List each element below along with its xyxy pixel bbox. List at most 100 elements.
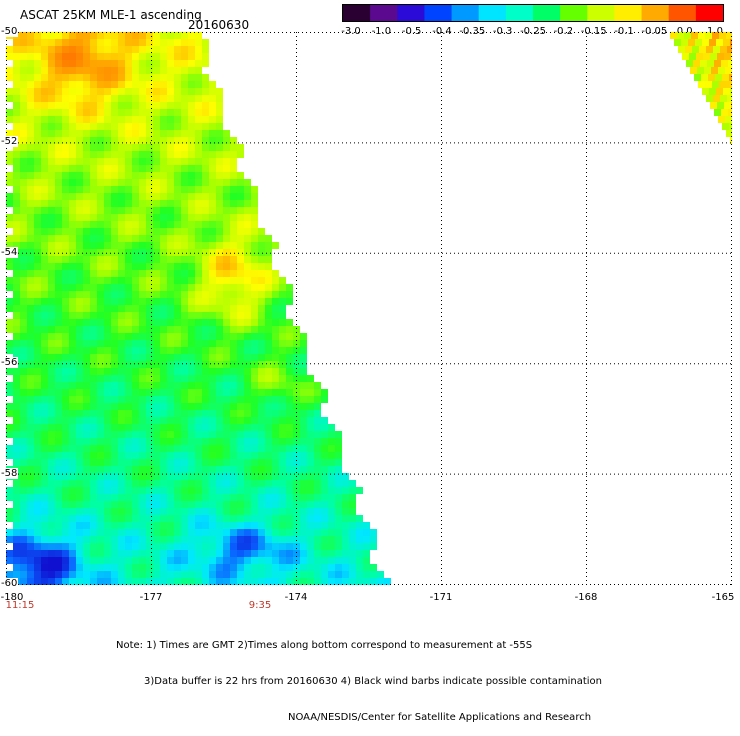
data-cell — [223, 214, 230, 221]
data-cell — [6, 347, 13, 354]
data-cell — [97, 543, 104, 550]
data-cell — [132, 193, 139, 200]
data-cell — [202, 39, 209, 46]
data-cell — [223, 389, 230, 396]
data-cell — [160, 354, 167, 361]
data-cell — [272, 291, 279, 298]
data-cell — [202, 396, 209, 403]
data-cell — [216, 494, 223, 501]
data-cell — [202, 151, 209, 158]
data-cell — [188, 494, 195, 501]
data-cell — [251, 536, 258, 543]
data-cell — [202, 354, 209, 361]
data-cell — [244, 536, 251, 543]
data-cell — [111, 550, 118, 557]
data-cell — [181, 347, 188, 354]
data-cell — [286, 368, 293, 375]
data-cell — [153, 326, 160, 333]
data-cell — [27, 179, 34, 186]
data-cell — [27, 270, 34, 277]
data-cell — [328, 459, 335, 466]
data-cell — [321, 459, 328, 466]
data-cell — [27, 60, 34, 67]
data-cell — [118, 501, 125, 508]
data-cell — [167, 382, 174, 389]
data-cell — [69, 32, 76, 39]
data-cell — [97, 312, 104, 319]
data-cell — [13, 571, 20, 578]
data-cell — [76, 368, 83, 375]
data-cell — [104, 515, 111, 522]
data-cell — [244, 473, 251, 480]
data-cell — [714, 60, 721, 67]
data-cell — [258, 410, 265, 417]
data-cell — [90, 123, 97, 130]
data-cell — [146, 312, 153, 319]
data-cell — [62, 529, 69, 536]
data-cell — [125, 200, 132, 207]
data-cell — [104, 466, 111, 473]
data-cell — [104, 277, 111, 284]
data-cell — [139, 452, 146, 459]
data-cell — [718, 116, 725, 123]
data-cell — [216, 256, 223, 263]
data-cell — [48, 186, 55, 193]
data-cell — [34, 368, 41, 375]
data-cell — [104, 221, 111, 228]
data-cell — [174, 396, 181, 403]
data-cell — [690, 67, 697, 74]
data-cell — [41, 354, 48, 361]
data-cell — [69, 144, 76, 151]
data-cell — [167, 354, 174, 361]
data-cell — [160, 417, 167, 424]
data-cell — [97, 466, 104, 473]
data-cell — [195, 396, 202, 403]
data-cell — [34, 32, 41, 39]
data-cell — [118, 326, 125, 333]
data-cell — [307, 571, 314, 578]
latitude-label: -50 — [0, 26, 19, 37]
data-cell — [195, 179, 202, 186]
data-cell — [195, 340, 202, 347]
data-cell — [279, 347, 286, 354]
data-cell — [48, 375, 55, 382]
data-cell — [55, 270, 62, 277]
data-cell — [272, 431, 279, 438]
data-cell — [251, 284, 258, 291]
data-cell — [104, 487, 111, 494]
data-cell — [41, 480, 48, 487]
data-cell — [188, 221, 195, 228]
data-cell — [279, 508, 286, 515]
footnote-line-2: 3)Data buffer is 22 hrs from 20160630 4)… — [144, 676, 602, 687]
data-cell — [111, 263, 118, 270]
data-cell — [223, 361, 230, 368]
data-cell — [83, 151, 90, 158]
data-cell — [209, 571, 216, 578]
data-cell — [6, 326, 13, 333]
data-cell — [118, 333, 125, 340]
data-cell — [62, 172, 69, 179]
data-cell — [377, 571, 384, 578]
data-cell — [27, 410, 34, 417]
data-cell — [20, 480, 27, 487]
data-cell — [139, 480, 146, 487]
data-cell — [314, 550, 321, 557]
data-cell — [265, 235, 272, 242]
data-cell — [27, 557, 34, 564]
data-cell — [69, 284, 76, 291]
data-cell — [160, 459, 167, 466]
data-cell — [90, 396, 97, 403]
data-cell — [153, 137, 160, 144]
map-title: ASCAT 25KM MLE-1 ascending — [20, 8, 202, 22]
data-cell — [356, 543, 363, 550]
data-cell — [167, 424, 174, 431]
data-cell — [34, 151, 41, 158]
data-cell — [90, 88, 97, 95]
data-cell — [76, 438, 83, 445]
data-cell — [125, 536, 132, 543]
data-cell — [69, 445, 76, 452]
data-cell — [20, 32, 27, 39]
data-cell — [188, 270, 195, 277]
data-cell — [146, 522, 153, 529]
data-cell — [721, 109, 728, 116]
